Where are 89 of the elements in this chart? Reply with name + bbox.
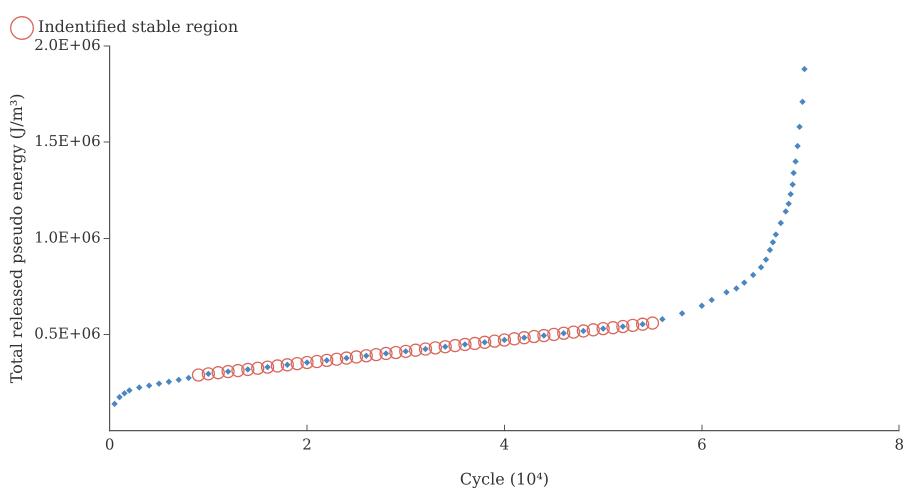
point bbox=[202, 367, 216, 380]
y-tick-label: 1.5E+06 bbox=[34, 132, 101, 150]
point bbox=[616, 320, 630, 334]
point bbox=[418, 342, 432, 356]
point bbox=[750, 272, 756, 278]
point bbox=[741, 279, 748, 286]
x-tick-label: 4 bbox=[500, 436, 510, 454]
point bbox=[478, 336, 492, 349]
point bbox=[192, 368, 206, 382]
point bbox=[508, 332, 521, 346]
x-tick-label: 8 bbox=[894, 436, 904, 454]
point bbox=[488, 334, 502, 348]
point bbox=[566, 325, 580, 339]
point bbox=[770, 239, 776, 246]
point bbox=[350, 350, 364, 364]
point bbox=[636, 318, 650, 331]
point bbox=[111, 400, 118, 408]
y-axis-title: Total released pseudo energy (J/m³) bbox=[6, 93, 26, 384]
point bbox=[468, 336, 482, 350]
y-tick-label: 0.5E+06 bbox=[34, 324, 101, 342]
point bbox=[789, 181, 796, 188]
point bbox=[330, 352, 344, 366]
point bbox=[527, 330, 541, 344]
point bbox=[708, 296, 715, 304]
point bbox=[290, 357, 304, 370]
point bbox=[698, 302, 706, 309]
point bbox=[646, 316, 660, 330]
point bbox=[212, 366, 225, 380]
point bbox=[787, 190, 794, 198]
point bbox=[340, 351, 354, 365]
point bbox=[310, 354, 324, 368]
x-tick-label: 2 bbox=[302, 436, 312, 454]
legend-label: Indentified stable region bbox=[38, 17, 238, 36]
x-tick-label: 6 bbox=[697, 436, 707, 454]
point bbox=[408, 344, 422, 357]
point bbox=[576, 324, 590, 338]
point bbox=[116, 394, 123, 400]
point bbox=[596, 322, 610, 336]
point bbox=[537, 328, 551, 342]
point bbox=[785, 200, 792, 207]
point bbox=[762, 256, 770, 263]
point bbox=[547, 328, 560, 342]
point bbox=[659, 316, 666, 322]
point bbox=[557, 326, 570, 340]
point bbox=[801, 66, 808, 72]
point bbox=[626, 318, 640, 332]
point bbox=[176, 376, 182, 384]
point bbox=[360, 349, 373, 362]
point bbox=[221, 364, 235, 378]
point bbox=[389, 346, 403, 360]
y-tick-label: 2.0E+06 bbox=[34, 36, 101, 54]
point bbox=[166, 378, 172, 385]
point bbox=[231, 364, 245, 378]
point bbox=[792, 158, 799, 165]
point bbox=[280, 358, 294, 372]
point bbox=[758, 264, 764, 270]
point bbox=[766, 246, 774, 254]
point bbox=[678, 310, 686, 317]
point bbox=[369, 348, 383, 362]
point bbox=[448, 338, 462, 352]
point bbox=[794, 142, 801, 150]
point bbox=[606, 321, 620, 334]
point bbox=[399, 344, 412, 358]
point bbox=[458, 338, 472, 352]
point bbox=[185, 374, 192, 382]
point bbox=[782, 208, 789, 215]
point bbox=[260, 360, 274, 374]
point bbox=[733, 285, 740, 292]
point bbox=[428, 341, 442, 355]
x-axis-title: Cycle (10⁴) bbox=[460, 470, 550, 489]
point bbox=[121, 390, 128, 396]
point bbox=[270, 359, 284, 373]
point bbox=[498, 333, 512, 347]
point bbox=[241, 362, 254, 376]
point bbox=[518, 331, 531, 344]
point bbox=[156, 380, 162, 387]
point bbox=[126, 387, 133, 394]
point bbox=[772, 231, 780, 238]
point bbox=[320, 354, 334, 368]
point bbox=[379, 346, 393, 360]
point bbox=[251, 362, 264, 375]
point bbox=[146, 382, 152, 389]
point bbox=[796, 124, 803, 130]
point bbox=[790, 170, 797, 176]
y-tick-label: 1.0E+06 bbox=[34, 228, 101, 246]
x-tick-label: 0 bbox=[104, 436, 114, 454]
point bbox=[438, 340, 452, 354]
point bbox=[300, 356, 314, 370]
point bbox=[586, 323, 600, 336]
